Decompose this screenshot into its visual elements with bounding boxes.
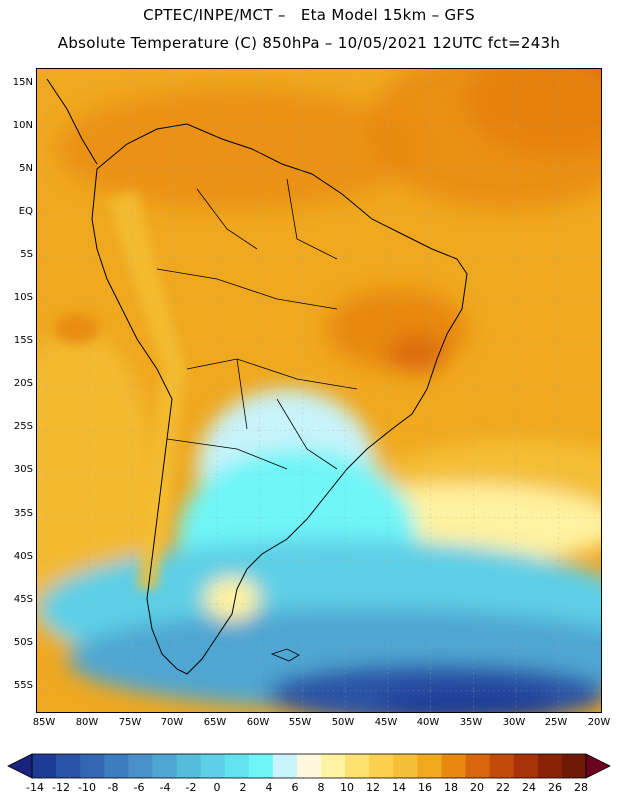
lat-label: 5N [19, 163, 33, 174]
colorbar-label: 6 [291, 781, 299, 794]
lat-label: 10N [12, 120, 33, 131]
colorbar-swatch [345, 754, 370, 778]
colorbar-label: 24 [522, 781, 536, 794]
colorbar-label: 18 [444, 781, 458, 794]
colorbar-label: 0 [213, 781, 221, 794]
colorbar-swatch [32, 754, 57, 778]
lon-label: 65W [203, 717, 227, 728]
lon-label: 30W [502, 717, 526, 728]
colorbar-swatch [489, 754, 515, 778]
lon-label: 80W [75, 717, 99, 728]
colorbar-swatches [31, 753, 587, 779]
colorbar-left-arrow [7, 753, 33, 779]
colorbar-swatch [56, 754, 81, 778]
lat-label: 55S [13, 680, 33, 691]
colorbar-label: 4 [265, 781, 273, 794]
lon-label: 60W [246, 717, 270, 728]
lon-label: 40W [416, 717, 440, 728]
colorbar-label: -2 [185, 781, 197, 794]
lat-label: 15N [12, 77, 33, 88]
colorbar-label: 14 [392, 781, 406, 794]
colorbar-swatch [321, 754, 346, 778]
chart-title-line1: CPTEC/INPE/MCT – Eta Model 15km – GFS [143, 6, 475, 24]
colorbar-label: -6 [133, 781, 145, 794]
lat-label: 30S [13, 464, 33, 475]
colorbar-swatch [200, 754, 226, 778]
colorbar-label: 16 [418, 781, 432, 794]
lat-label: 35S [13, 508, 33, 519]
colorbar-right-arrow [585, 753, 611, 779]
chart-title-line2: Absolute Temperature (C) 850hPa – 10/05/… [57, 34, 561, 52]
colorbar-label: 8 [317, 781, 325, 794]
colorbar-label: -4 [159, 781, 171, 794]
colorbar-swatch [417, 754, 442, 778]
colorbar-swatch [441, 754, 467, 778]
colorbar-swatch [80, 754, 105, 778]
colorbar-label: 22 [496, 781, 510, 794]
lat-label: EQ [18, 206, 33, 217]
lat-label: 5S [20, 249, 33, 260]
lon-label: 85W [32, 717, 56, 728]
colorbar-swatch [224, 754, 250, 778]
map-canvas [37, 69, 601, 712]
colorbar-swatch [369, 754, 394, 778]
lat-label: 25S [13, 421, 33, 432]
lon-label: 20W [587, 717, 611, 728]
lat-label: 45S [13, 594, 33, 605]
lat-label: 10S [13, 292, 33, 303]
colorbar-label: 20 [470, 781, 484, 794]
colorbar-swatch [128, 754, 153, 778]
lon-label: 75W [118, 717, 142, 728]
lat-label: 40S [13, 551, 33, 562]
lon-label: 45W [374, 717, 398, 728]
lon-label: 50W [331, 717, 355, 728]
colorbar-swatch [104, 754, 129, 778]
colorbar-label: -12 [52, 781, 70, 794]
lat-label: 15S [13, 335, 33, 346]
lon-label: 25W [544, 717, 568, 728]
lat-label: 20S [13, 378, 33, 389]
temperature-map[interactable] [36, 68, 602, 713]
colorbar-swatch [272, 754, 298, 778]
colorbar-swatch [248, 754, 274, 778]
colorbar-swatch [296, 754, 322, 778]
lat-label: 50S [13, 637, 33, 648]
colorbar-label: -14 [26, 781, 44, 794]
colorbar-label: 12 [366, 781, 380, 794]
colorbar-label: -10 [78, 781, 96, 794]
colorbar-swatch [513, 754, 539, 778]
lon-label: 35W [459, 717, 483, 728]
colorbar-label: 10 [340, 781, 354, 794]
colorbar-swatch [152, 754, 178, 778]
lon-label: 70W [160, 717, 184, 728]
colorbar-swatch [176, 754, 202, 778]
colorbar-swatch [465, 754, 491, 778]
colorbar-swatch [393, 754, 418, 778]
colorbar-swatch [561, 754, 587, 778]
colorbar-label: 2 [239, 781, 247, 794]
colorbar-label: 26 [548, 781, 562, 794]
lon-label: 55W [288, 717, 312, 728]
colorbar-label: -8 [107, 781, 119, 794]
graticule [37, 69, 601, 712]
colorbar-label: 28 [574, 781, 588, 794]
colorbar-swatch [537, 754, 563, 778]
colorbar [7, 753, 611, 779]
